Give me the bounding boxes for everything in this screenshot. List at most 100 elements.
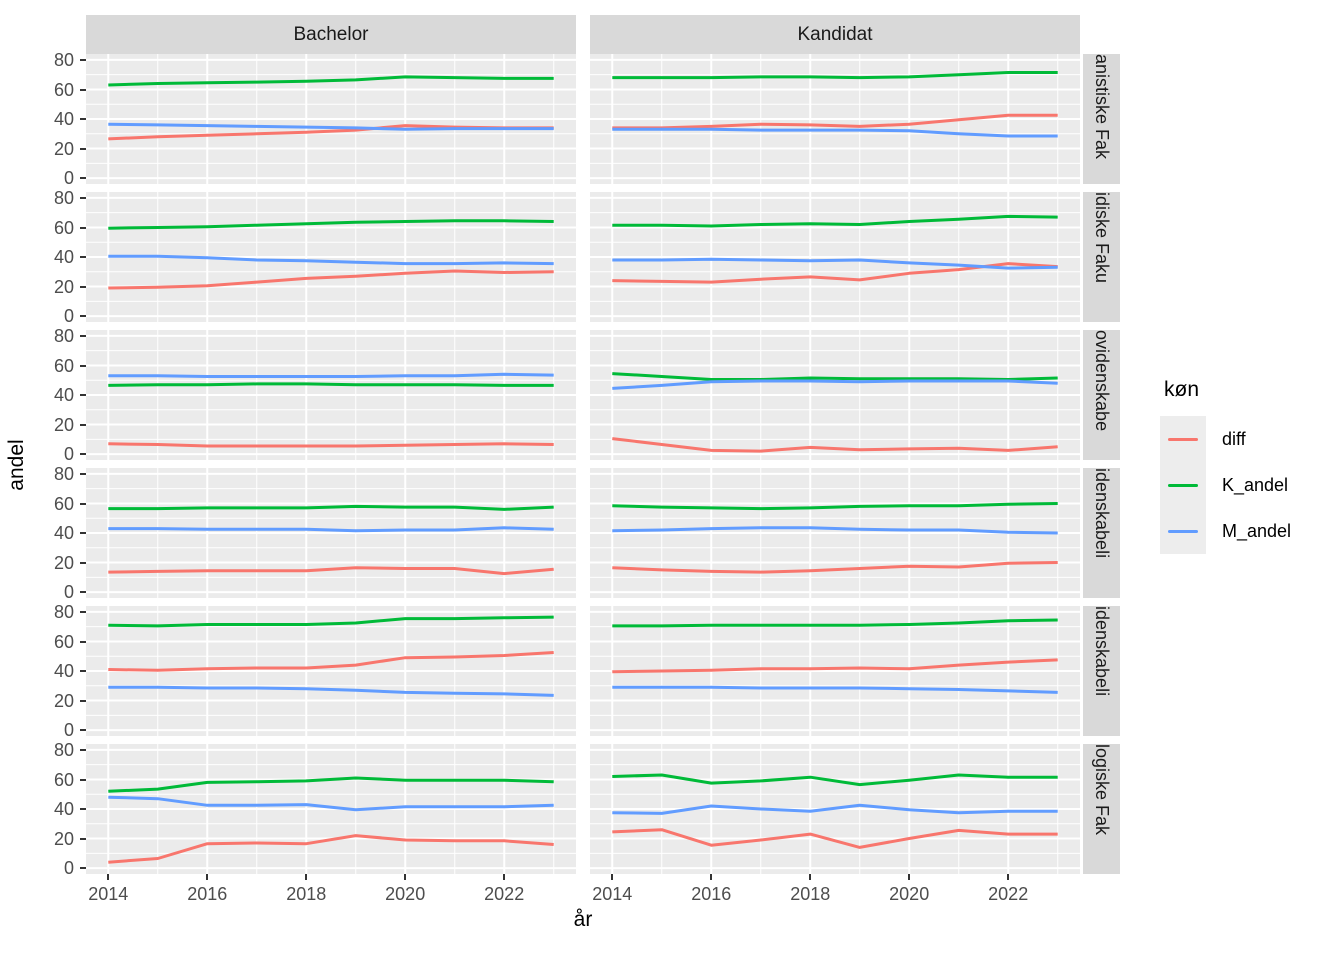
y-tick-mark: [80, 729, 86, 732]
y-tick-label: 80: [53, 187, 74, 208]
panel-bachelor-row4: [86, 468, 576, 598]
y-tick-mark: [80, 196, 86, 199]
series-line-K_andel: [108, 776, 554, 793]
y-tick-mark: [80, 472, 86, 475]
legend-key-line: [1168, 529, 1198, 533]
series-line-M_andel: [612, 379, 1058, 390]
series-line-K_andel: [612, 502, 1058, 511]
y-tick-mark: [80, 118, 86, 120]
legend-item-diff: diff: [1160, 416, 1291, 462]
series-line-K_andel: [108, 382, 554, 387]
y-tick-mark: [80, 58, 86, 61]
row-facet-strip-4: idenskabeli: [1083, 468, 1120, 598]
x-tick-label: 2022: [988, 884, 1029, 904]
series-line-M_andel: [612, 526, 1058, 535]
y-tick-label: 60: [53, 493, 74, 514]
series-line-K_andel: [108, 75, 554, 87]
x-tick-label: 2022: [484, 884, 525, 904]
row-facet-strip-3: ovidenskabe: [1083, 330, 1120, 460]
y-tick-label: 60: [53, 79, 74, 100]
y-tick-mark: [80, 837, 86, 840]
series-line-diff: [612, 561, 1058, 574]
series-line-diff: [108, 651, 554, 672]
panel-kandidat-row3: [590, 330, 1080, 460]
y-tick-mark: [80, 640, 86, 643]
series-line-diff: [108, 442, 554, 448]
col-facet-label-bachelor: Bachelor: [293, 23, 369, 45]
legend-key-swatch: [1160, 416, 1206, 462]
legend-item-label: K_andel: [1222, 474, 1289, 495]
y-tick-mark: [80, 808, 86, 810]
x-tick-mark: [107, 874, 110, 880]
series-line-M_andel: [108, 685, 554, 697]
row-facet-label-3: ovidenskabe: [1092, 330, 1112, 432]
series-line-diff: [108, 566, 554, 576]
x-tick-mark: [404, 874, 407, 880]
y-tick-label: 40: [53, 109, 74, 129]
x-tick-label: 2016: [187, 884, 228, 904]
row-facet-strip-1: anistiske Fak: [1083, 54, 1120, 184]
y-tick-label: 80: [53, 739, 74, 760]
y-tick-label: 0: [63, 858, 74, 879]
y-tick-mark: [80, 748, 86, 751]
x-tick-mark: [206, 874, 209, 880]
series-line-diff: [612, 828, 1058, 849]
y-tick-mark: [80, 226, 86, 229]
series-line-M_andel: [612, 127, 1058, 138]
y-tick-label: 40: [53, 661, 74, 681]
legend-key-swatch: [1160, 462, 1206, 508]
y-axis-title: andel: [5, 439, 28, 491]
legend-key-line: [1168, 437, 1198, 441]
y-tick-mark: [80, 364, 86, 367]
series-line-M_andel: [108, 372, 554, 378]
y-tick-mark: [80, 423, 86, 426]
panel-kandidat-row2: [590, 192, 1080, 322]
x-tick-label: 2020: [385, 884, 426, 904]
series-line-M_andel: [612, 803, 1058, 815]
series-line-K_andel: [612, 372, 1058, 381]
x-tick-mark: [503, 874, 506, 880]
row-facet-label-4: idenskabeli: [1092, 468, 1112, 559]
panel-bachelor-row2: [86, 192, 576, 322]
x-tick-label: 2018: [790, 884, 831, 904]
col-facet-strip-kandidat: Kandidat: [590, 15, 1080, 54]
x-tick-mark: [1007, 874, 1010, 880]
series-line-M_andel: [108, 122, 554, 131]
y-tick-label: 0: [63, 582, 74, 603]
panel-bachelor-row6: [86, 744, 576, 874]
y-tick-label: 40: [53, 385, 74, 405]
y-tick-mark: [80, 285, 86, 288]
x-tick-label: 2014: [592, 884, 633, 904]
series-line-diff: [612, 437, 1058, 453]
series-line-diff: [108, 834, 554, 864]
y-tick-mark: [80, 591, 86, 594]
y-tick-mark: [80, 699, 86, 702]
x-tick-label: 2016: [691, 884, 732, 904]
panel-kandidat-row4: [590, 468, 1080, 598]
y-tick-mark: [80, 561, 86, 564]
series-line-diff: [108, 269, 554, 290]
y-tick-label: 40: [53, 247, 74, 267]
legend-key-swatch: [1160, 508, 1206, 554]
x-tick-label: 2018: [286, 884, 327, 904]
y-tick-mark: [80, 867, 86, 870]
series-line-K_andel: [612, 618, 1058, 628]
row-facet-strip-5: idenskabeli: [1083, 606, 1120, 736]
series-line-M_andel: [108, 526, 554, 533]
y-tick-label: 20: [53, 690, 74, 711]
y-tick-mark: [80, 315, 86, 318]
panel-bachelor-row5: [86, 606, 576, 736]
y-tick-mark: [80, 147, 86, 150]
row-facet-label-5: idenskabeli: [1092, 606, 1112, 697]
y-tick-label: 0: [63, 168, 74, 189]
y-tick-label: 0: [63, 306, 74, 327]
x-tick-label: 2020: [889, 884, 930, 904]
legend-item-label: diff: [1222, 428, 1246, 449]
x-tick-mark: [908, 874, 911, 880]
col-facet-label-kandidat: Kandidat: [797, 23, 873, 45]
series-line-K_andel: [612, 773, 1058, 787]
y-tick-label: 80: [53, 49, 74, 70]
panel-kandidat-row6: [590, 744, 1080, 874]
y-tick-label: 0: [63, 720, 74, 741]
y-tick-mark: [80, 394, 86, 396]
